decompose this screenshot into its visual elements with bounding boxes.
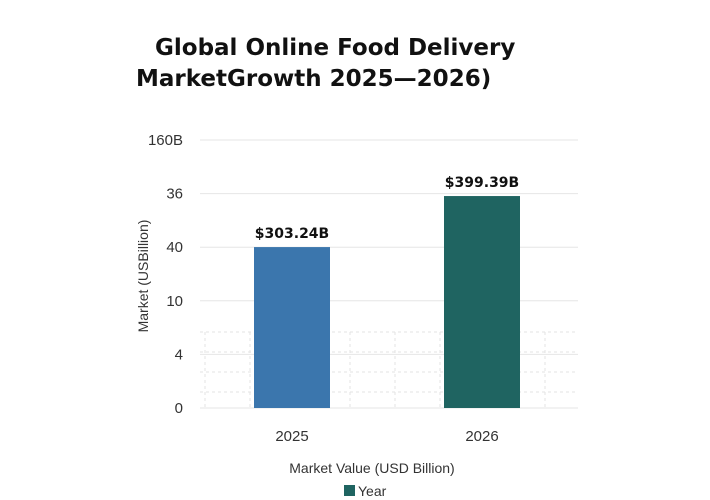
x-tick-label: 2026 (465, 428, 498, 445)
y-tick-label: 10 (166, 293, 183, 310)
legend-label: Year (358, 483, 387, 499)
y-tick-label: 40 (166, 239, 183, 256)
y-tick-label: 0 (175, 400, 183, 417)
bar-2025 (254, 247, 330, 408)
x-tick-label: 2025 (275, 428, 308, 445)
bar-2026 (444, 196, 520, 408)
data-label-2026: $399.39B (445, 175, 519, 191)
legend-swatch (344, 485, 355, 496)
data-label-2025: $303.24B (255, 226, 329, 242)
bars: $303.24B $399.39B (254, 175, 520, 408)
y-axis-ticks: 0 4 10 40 36 160B (148, 132, 183, 417)
y-tick-label: 4 (175, 346, 183, 363)
x-axis-label: Market Value (USD Billion) (289, 460, 454, 476)
chart-title-line-1: Global Online Food Delivery (155, 35, 515, 61)
y-axis-label: Market (USBillion) (135, 220, 151, 333)
y-tick-label: 36 (166, 186, 183, 203)
y-tick-label: 160B (148, 132, 183, 149)
chart-title-line-2: MarketGrowth 2025—2026) (136, 66, 491, 92)
x-axis-ticks: 2025 2026 (275, 428, 498, 445)
legend: Year (344, 483, 387, 499)
